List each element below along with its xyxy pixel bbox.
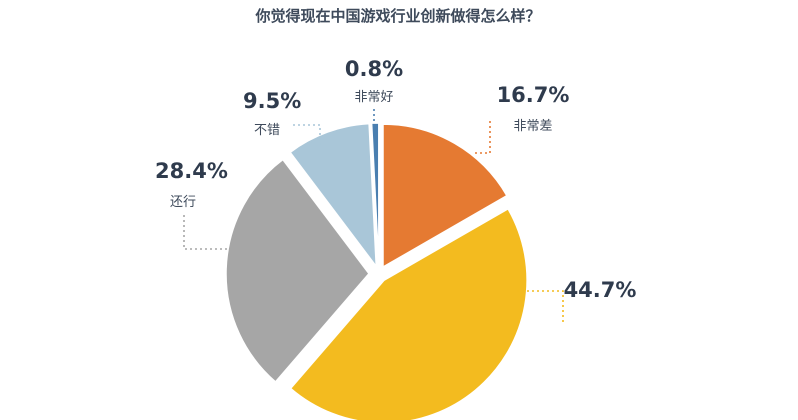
slice-category-label: 非常好: [354, 90, 393, 105]
leader-line: [292, 124, 321, 145]
pie-slice: [382, 123, 508, 269]
data-labels: 16.7% 非常差 44.7% 28.4% 还行 9.5% 不错 0.8% 非常好: [155, 57, 636, 302]
pie-slice: [225, 158, 370, 383]
slice-value-label: 44.7%: [564, 278, 637, 302]
pie-slice: [289, 207, 528, 420]
leader-lines: [183, 109, 564, 322]
slice-value-label: 9.5%: [243, 89, 301, 113]
pie-slices: [225, 122, 528, 420]
slice-value-label: 0.8%: [345, 57, 403, 81]
slice-value-label: 16.7%: [497, 83, 570, 107]
chart-title: 你觉得现在中国游戏行业创新做得怎么样？: [254, 7, 540, 25]
pie-slice: [289, 122, 378, 269]
slice-category-label: 非常差: [513, 119, 552, 134]
slice-category-label: 还行: [170, 195, 196, 210]
leader-line: [517, 290, 564, 322]
pie-slice: [370, 122, 380, 267]
leader-line: [475, 119, 491, 154]
slice-value-label: 28.4%: [155, 159, 228, 183]
leader-line: [183, 214, 232, 250]
slice-category-label: 不错: [254, 123, 280, 138]
